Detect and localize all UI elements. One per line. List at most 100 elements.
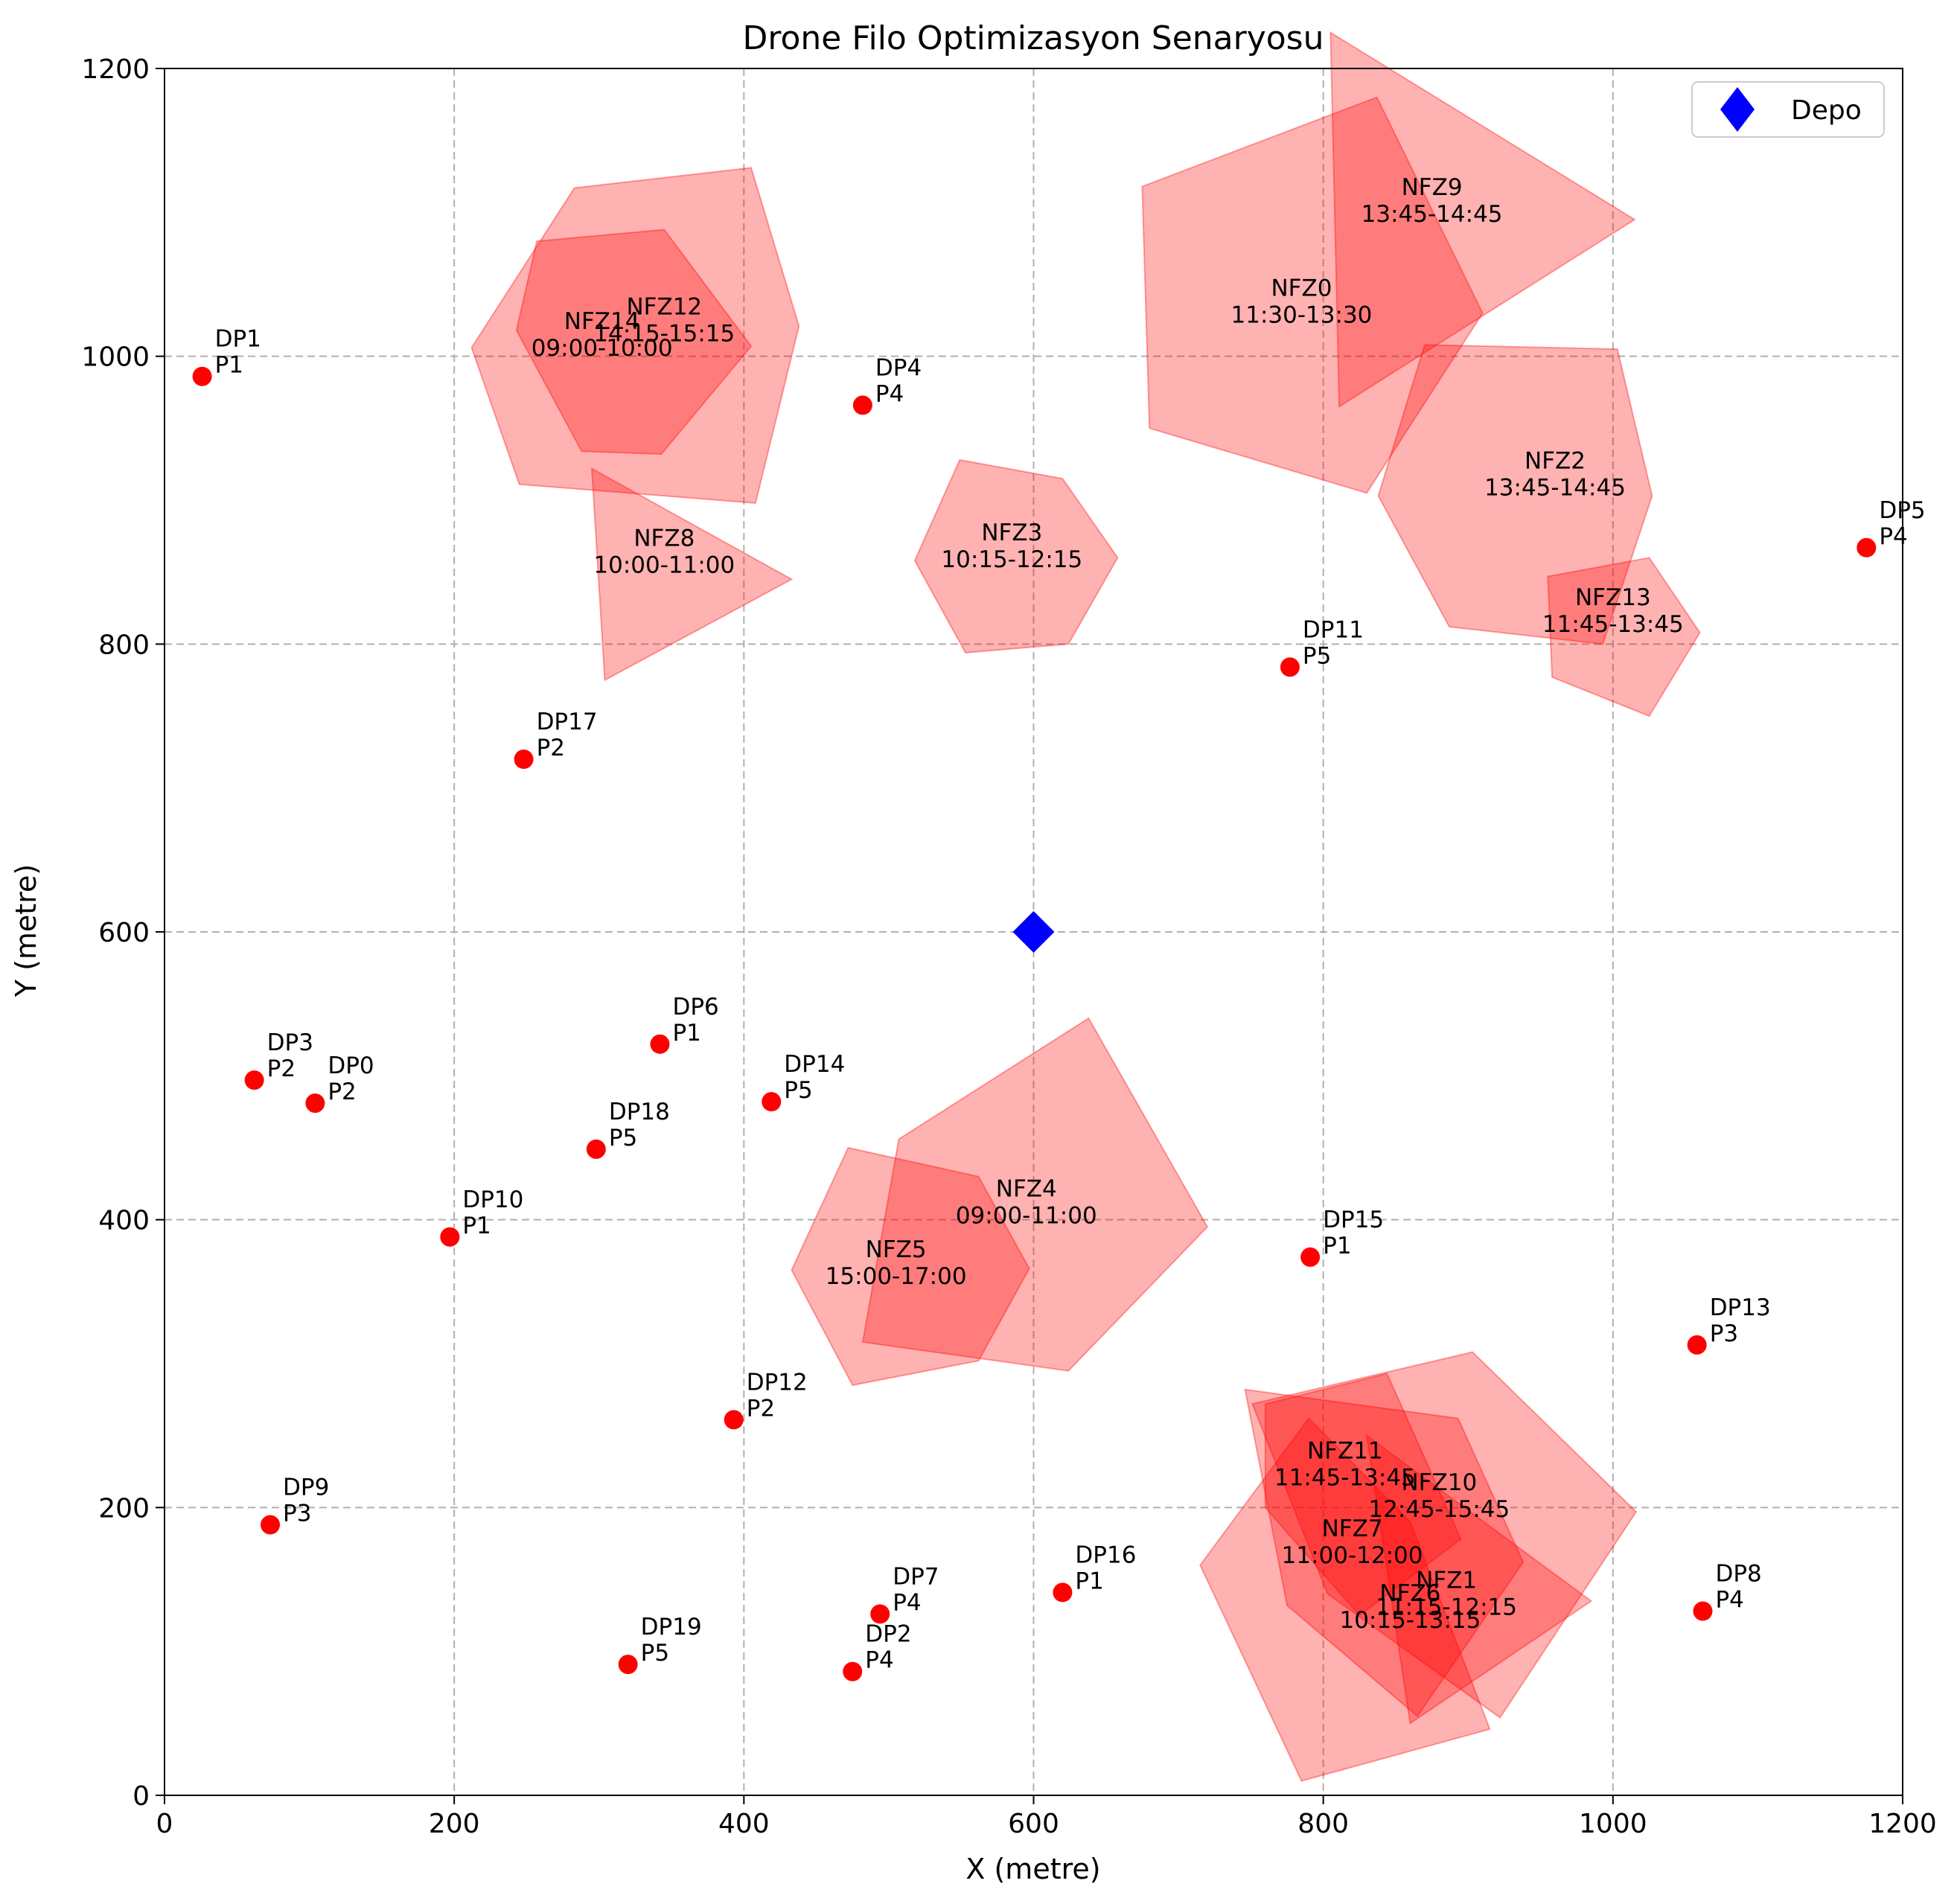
- delivery-point-id-label: DP10: [462, 1186, 523, 1213]
- nfz-time-label: 15:00-17:00: [826, 1263, 967, 1290]
- x-axis-label: X (metre): [965, 1853, 1100, 1885]
- nfz-name-label: NFZ0: [1271, 275, 1332, 301]
- delivery-point-priority-label: P2: [747, 1395, 775, 1422]
- plot-area: NFZ011:30-13:30NFZ111:15-12:15NFZ213:45-…: [164, 31, 1926, 1796]
- delivery-point-priority-label: P5: [609, 1125, 637, 1151]
- delivery-point-id-label: DP12: [747, 1369, 808, 1396]
- nfz-time-label: 10:00-11:00: [593, 552, 735, 579]
- delivery-point-marker: [440, 1227, 460, 1247]
- delivery-point-id-label: DP14: [784, 1051, 845, 1078]
- nfz-name-label: NFZ1: [1416, 1567, 1477, 1594]
- nfz-name-label: NFZ10: [1401, 1469, 1477, 1496]
- nfz-name-label: NFZ8: [633, 525, 695, 552]
- delivery-point-marker: [192, 366, 212, 386]
- delivery-point-marker: [1280, 657, 1300, 677]
- y-axis-ticks: 0 200 400 600 800 1000 1200: [81, 54, 165, 1812]
- grid-lines: [165, 68, 1903, 1795]
- nfz-polygon: [1251, 1351, 1638, 1719]
- delivery-point-marker: [852, 395, 872, 415]
- delivery-point-marker: [244, 1070, 264, 1090]
- nfz-time-label: 10:15-12:15: [941, 546, 1082, 573]
- nfz-time-label: 11:15-12:15: [1376, 1594, 1517, 1620]
- delivery-point-id-label: DP19: [641, 1614, 702, 1641]
- delivery-point-priority-label: P4: [1715, 1587, 1743, 1614]
- delivery-point-id-label: DP18: [609, 1099, 670, 1125]
- nfz-polygon: [861, 1017, 1209, 1372]
- delivery-point-marker: [618, 1655, 638, 1675]
- nfz-name-label: NFZ6: [1379, 1580, 1440, 1607]
- nfz-time-label: 11:30-13:30: [1231, 301, 1373, 328]
- delivery-point-priority-label: P1: [1323, 1233, 1351, 1259]
- delivery-point-marker: [870, 1604, 890, 1624]
- x-tick-label: 800: [1297, 1809, 1349, 1839]
- nfz-polygon: [515, 229, 753, 456]
- nfz-name-label: NFZ2: [1525, 447, 1586, 474]
- y-tick-label: 400: [98, 1206, 150, 1236]
- x-tick-label: 600: [1008, 1809, 1059, 1839]
- nfz-time-label: 11:45-13:45: [1542, 611, 1684, 638]
- y-tick-label: 1200: [81, 54, 150, 85]
- delivery-point-id-label: DP1: [215, 326, 261, 353]
- delivery-point-marker: [261, 1515, 281, 1535]
- delivery-point-id-label: DP3: [267, 1029, 313, 1056]
- y-tick-label: 600: [98, 918, 150, 948]
- nfz-polygon: [1199, 1416, 1491, 1782]
- delivery-point-priority-label: P1: [672, 1020, 700, 1047]
- y-axis-label: Y (metre): [10, 864, 42, 997]
- delivery-point-priority-label: P3: [283, 1501, 311, 1527]
- delivery-point-marker: [1693, 1601, 1713, 1621]
- delivery-points: [192, 366, 1877, 1681]
- delivery-point-priority-label: P1: [1075, 1568, 1103, 1594]
- nfz-polygon: [1365, 1434, 1593, 1725]
- delivery-point-marker: [650, 1034, 670, 1054]
- delivery-point-id-label: DP9: [283, 1475, 329, 1501]
- delivery-point-marker: [1687, 1335, 1707, 1355]
- delivery-point-id-label: DP16: [1075, 1542, 1136, 1568]
- delivery-point-marker: [843, 1661, 863, 1681]
- x-tick-label: 0: [156, 1809, 173, 1839]
- delivery-point-marker: [305, 1093, 325, 1114]
- y-tick-label: 200: [98, 1493, 150, 1524]
- delivery-point-id-label: DP4: [875, 354, 922, 381]
- legend: Depo: [1691, 81, 1885, 138]
- x-tick-label: 1000: [1579, 1809, 1647, 1839]
- nfz-name-label: NFZ12: [626, 293, 702, 320]
- nfz-time-label: 11:00-12:00: [1282, 1542, 1423, 1569]
- delivery-point-priority-label: P5: [641, 1640, 669, 1667]
- delivery-point-priority-label: P3: [1710, 1320, 1738, 1347]
- chart-title: Drone Filo Optimizasyon Senaryosu: [743, 19, 1324, 57]
- delivery-point-id-label: DP0: [328, 1052, 374, 1079]
- y-tick-label: 0: [133, 1781, 150, 1812]
- nfz-polygon: [590, 467, 794, 682]
- nfz-time-label: 10:15-13:15: [1339, 1607, 1481, 1634]
- annotations: NFZ011:30-13:30NFZ111:15-12:15NFZ213:45-…: [215, 174, 1926, 1674]
- no-fly-zones: [470, 31, 1701, 1782]
- nfz-polygon: [1141, 96, 1484, 494]
- delivery-point-marker: [514, 750, 534, 769]
- nfz-polygon: [1329, 31, 1636, 409]
- nfz-time-label: 12:45-15:45: [1368, 1496, 1510, 1523]
- nfz-name-label: NFZ13: [1575, 584, 1651, 611]
- nfz-name-label: NFZ11: [1307, 1437, 1383, 1464]
- delivery-point-id-label: DP2: [865, 1621, 911, 1648]
- delivery-point-marker: [1857, 537, 1877, 558]
- delivery-point-priority-label: P5: [1303, 642, 1331, 669]
- delivery-point-marker: [1300, 1247, 1321, 1267]
- delivery-point-id-label: DP17: [537, 709, 598, 735]
- x-tick-label: 400: [718, 1809, 770, 1839]
- delivery-point-id-label: DP7: [893, 1563, 939, 1590]
- nfz-polygon: [1264, 1373, 1462, 1617]
- nfz-name-label: NFZ3: [981, 520, 1042, 546]
- delivery-point-id-label: DP8: [1715, 1561, 1761, 1588]
- nfz-polygon: [1547, 557, 1701, 718]
- y-tick-label: 1000: [81, 342, 150, 373]
- nfz-polygon: [1377, 344, 1653, 645]
- delivery-point-marker: [724, 1410, 744, 1430]
- legend-depot-diamond-icon: [1720, 87, 1755, 132]
- nfz-time-label: 09:00-10:00: [531, 335, 673, 362]
- delivery-point-priority-label: P2: [328, 1079, 356, 1105]
- delivery-point-priority-label: P1: [462, 1213, 491, 1239]
- nfz-name-label: NFZ9: [1402, 174, 1463, 201]
- x-axis-ticks: 0 200 400 600 800 1000 1200: [156, 1795, 1937, 1839]
